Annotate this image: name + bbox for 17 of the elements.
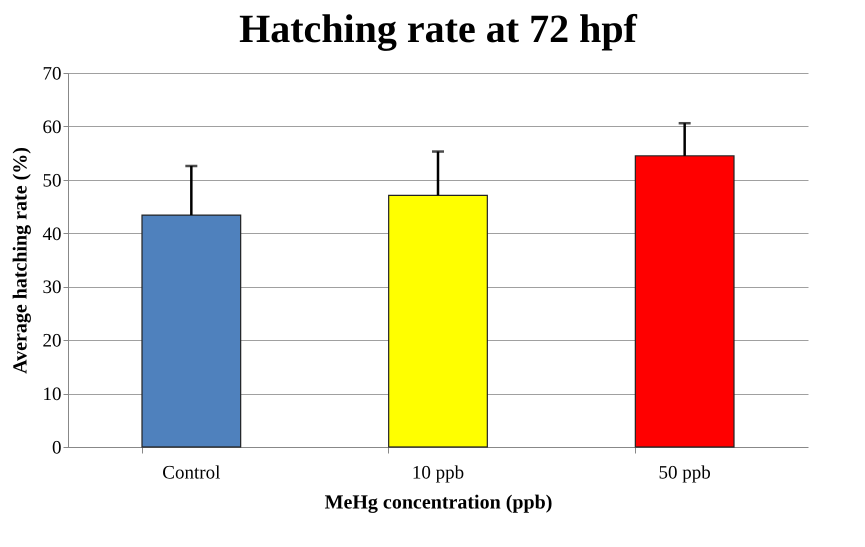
y-tick-label: 40	[42, 224, 62, 245]
y-tick-label: 50	[42, 170, 62, 192]
x-tick-label: 10 ppb	[412, 462, 464, 484]
x-axis-title: MeHg concentration (ppb)	[324, 492, 552, 514]
y-tick-label: 20	[42, 330, 62, 352]
chart-title: Hatching rate at 72 hpf	[239, 6, 638, 51]
y-tick-label: 0	[52, 438, 62, 458]
x-tick-label: Control	[162, 462, 220, 484]
bar	[634, 155, 735, 448]
y-tick-label: 70	[42, 64, 62, 84]
y-tick-label: 30	[42, 277, 62, 298]
y-tick-label: 10	[42, 384, 62, 406]
x-tick-label: 50 ppb	[658, 462, 711, 484]
bar	[388, 194, 488, 448]
bar	[141, 214, 242, 448]
y-axis-title: Average hatching rate (%)	[10, 147, 32, 374]
y-tick-label: 60	[42, 116, 62, 138]
